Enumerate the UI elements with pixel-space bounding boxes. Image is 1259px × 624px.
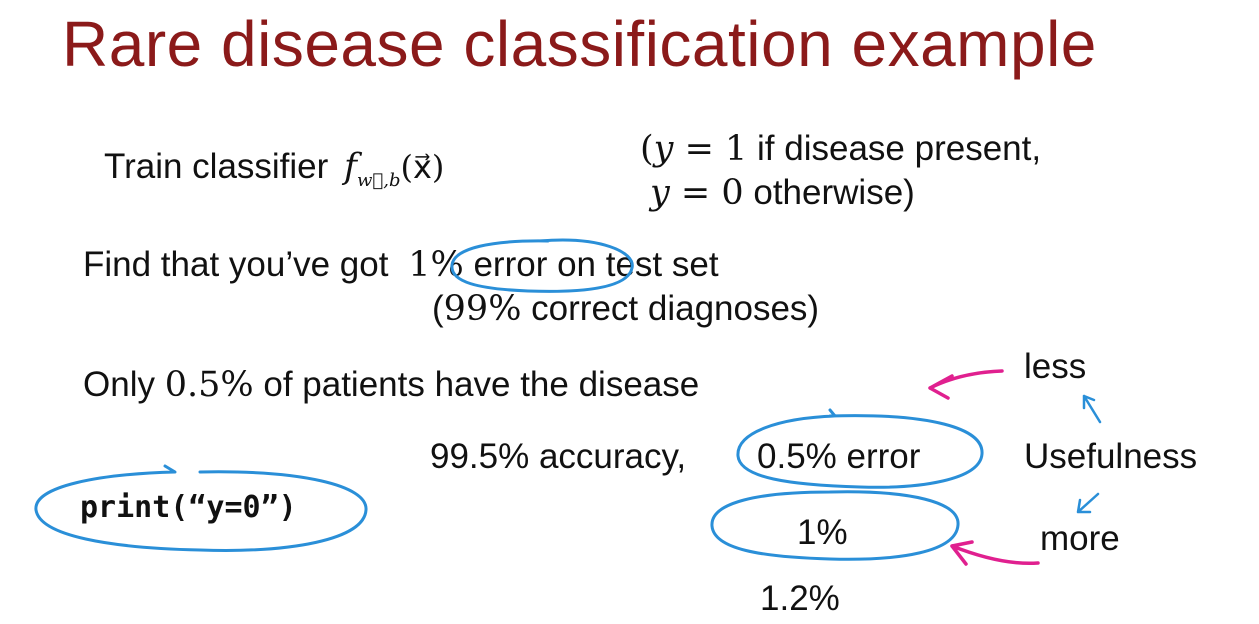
train-classifier-label: Train classifier	[104, 147, 329, 186]
error-word: error	[463, 245, 548, 284]
test-error-line: Find that you’ve got 1% error on test se…	[83, 244, 719, 286]
usefulness-more-label: more	[1040, 519, 1120, 558]
otherwise-text: otherwise)	[743, 173, 915, 212]
alternative-one-point-two-percent: 1.2%	[760, 579, 840, 618]
alternative-one-percent: 1%	[797, 513, 848, 552]
y-variable: y	[653, 129, 674, 169]
pink-arrow-less	[928, 369, 1004, 400]
paren-open: (	[640, 129, 654, 169]
prevalence-prefix: Only	[83, 365, 165, 404]
classifier-subscript: w⃗,b	[357, 170, 401, 191]
correct-diagnoses-line: (99% correct diagnoses)	[432, 288, 819, 330]
error-rate-value: 1%	[408, 245, 464, 285]
prevalence-suffix: of patients have the disease	[253, 365, 700, 404]
slide-title: Rare disease classification example	[62, 8, 1097, 80]
prevalence-value: 0.5%	[164, 365, 254, 405]
label-definition-line2: y = 0 otherwise)	[650, 172, 915, 214]
correct-rate-value: 99%	[443, 289, 522, 329]
code-print-statement: print(“y=0”)	[80, 490, 297, 525]
y-variable: y	[650, 173, 670, 213]
classifier-function: f	[344, 147, 358, 187]
y-equals-zero: = 0	[669, 173, 744, 213]
accuracy-error-text: 0.5% error	[757, 437, 921, 476]
classifier-argument: (x⃗)	[400, 148, 445, 186]
blue-arrow-down	[1076, 492, 1100, 514]
finding-suffix: on test set	[547, 245, 719, 284]
disease-present-text: if disease present,	[747, 129, 1042, 168]
train-classifier-line: Train classifier fw⃗,b(x⃗)	[104, 146, 444, 202]
usefulness-label: Usefulness	[1024, 437, 1198, 476]
label-definition-line1: (y = 1 if disease present,	[640, 128, 1041, 170]
usefulness-less-label: less	[1024, 347, 1087, 386]
paren-open: (	[432, 289, 444, 328]
finding-prefix: Find that you’ve got	[83, 245, 389, 284]
y-equals-one: = 1	[673, 129, 748, 169]
prevalence-line: Only 0.5% of patients have the disease	[83, 364, 699, 406]
blue-arrow-up	[1082, 394, 1102, 424]
pink-arrow-more	[950, 540, 1040, 566]
correct-diagnoses-text: correct diagnoses)	[521, 289, 820, 328]
accuracy-text: 99.5% accuracy,	[430, 437, 687, 476]
